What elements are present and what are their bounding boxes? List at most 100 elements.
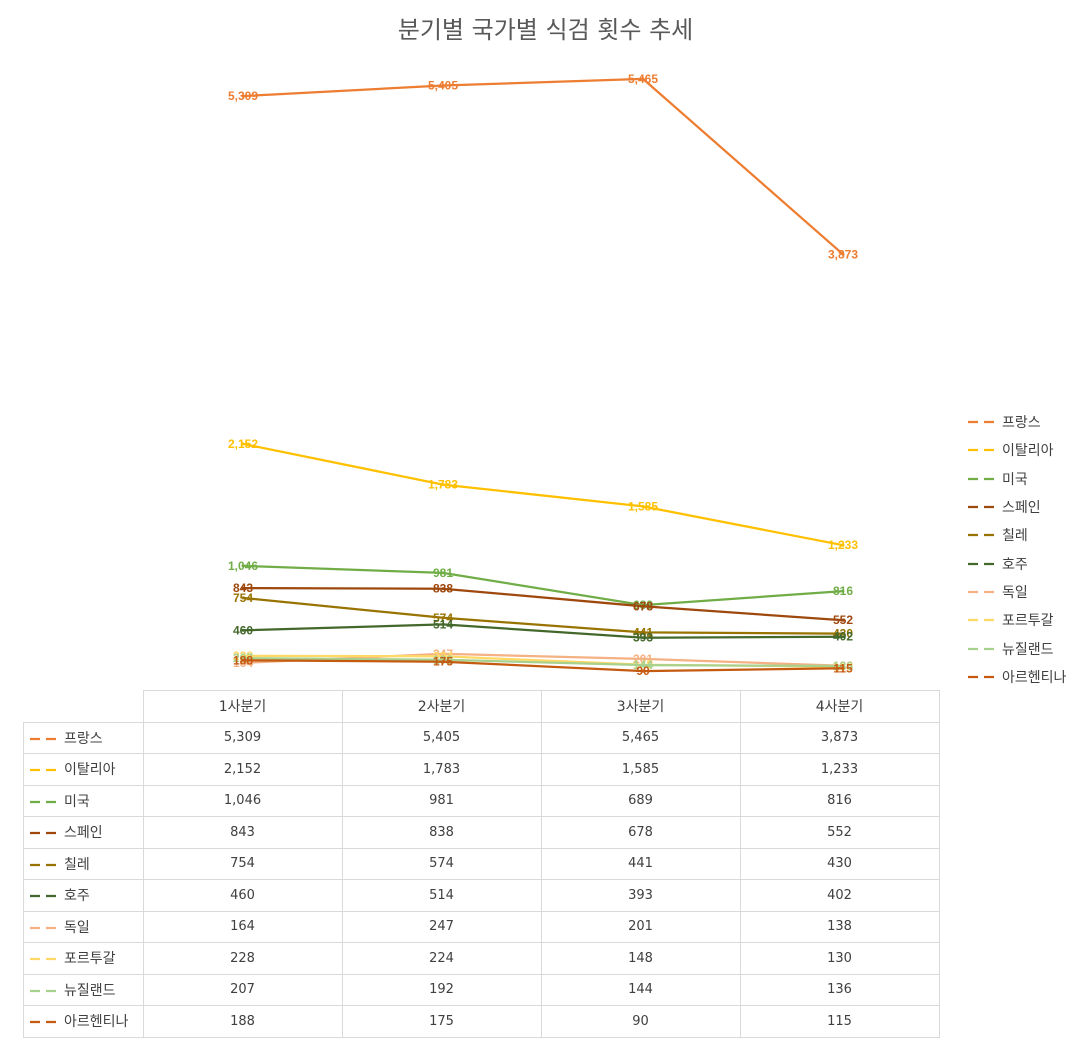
table-row-header: 독일 [23, 910, 144, 943]
data-label: 981 [433, 566, 453, 580]
table-row-label: 뉴질랜드 [64, 982, 116, 999]
table-cell: 678 [540, 816, 741, 849]
legend-swatch [30, 895, 60, 898]
table-row-header: 칠레 [23, 847, 144, 880]
table-row-label: 독일 [64, 919, 90, 936]
data-point [241, 586, 245, 590]
table-cell: 754 [142, 847, 343, 880]
table-cell: 843 [142, 816, 343, 849]
table-cell: 514 [341, 879, 542, 912]
table-cell: 430 [739, 847, 940, 880]
legend-swatch [968, 421, 998, 424]
data-point [441, 654, 445, 658]
data-label: 192 [433, 653, 453, 667]
data-label: 460 [233, 623, 253, 637]
data-point [641, 77, 645, 81]
table-cell: 1,585 [540, 753, 741, 786]
data-point [641, 630, 645, 634]
table-row: 뉴질랜드 207 192 144 136 [23, 973, 940, 1006]
data-point [841, 543, 845, 547]
legend-swatch [968, 675, 998, 678]
legend-item: 칠레 [966, 521, 1088, 549]
table-cell: 838 [341, 816, 542, 849]
table-cell: 402 [739, 879, 940, 912]
data-label: 3,873 [828, 247, 858, 261]
series-line [242, 659, 844, 673]
table-header-row: 1사분기 2사분기 3사분기 4사분기 [23, 690, 940, 723]
table-cell: 460 [142, 879, 343, 912]
data-point [441, 483, 445, 487]
legend-swatch [30, 769, 60, 772]
legend-swatch [30, 737, 60, 740]
series-line [242, 77, 844, 256]
data-point [441, 587, 445, 591]
data-label: 514 [433, 617, 453, 631]
data-label: 1,233 [828, 538, 858, 552]
table-cell: 175 [341, 1005, 542, 1038]
table-cell: 90 [540, 1005, 741, 1038]
data-point [241, 94, 245, 98]
table-cell: 574 [341, 847, 542, 880]
table-cell: 144 [540, 973, 741, 1006]
legend-label: 호주 [1002, 556, 1028, 573]
table-cell: 1,783 [341, 753, 542, 786]
series-line [242, 657, 844, 668]
table-row-header: 호주 [23, 879, 144, 912]
legend-swatch [968, 619, 998, 622]
legend-swatch [968, 449, 998, 452]
data-point [241, 628, 245, 632]
legend-item: 미국 [966, 465, 1088, 493]
table-cell: 5,309 [142, 721, 343, 754]
data-point [241, 564, 245, 568]
legend-item: 포르투갈 [966, 606, 1088, 634]
data-point [241, 654, 245, 658]
table-cell: 207 [142, 973, 343, 1006]
table-cell: 136 [739, 973, 940, 1006]
table-row-header: 뉴질랜드 [23, 973, 144, 1006]
table-cell: 115 [739, 1005, 940, 1038]
table-cell: 188 [142, 1005, 343, 1038]
table-cell: 5,465 [540, 721, 741, 754]
series-2: 2,152 1,783 1,585 1,233 [228, 437, 858, 552]
data-point [841, 589, 845, 593]
table-row-header: 이탈리아 [23, 753, 144, 786]
data-table: 1사분기 2사분기 3사분기 4사분기 프랑스 5,309 5,405 5,465 3,873… [23, 690, 940, 1038]
legend-label: 아르헨티나 [1002, 669, 1067, 686]
legend-item: 프랑스 [966, 408, 1088, 436]
data-label: 552 [833, 613, 853, 627]
series-line [242, 623, 844, 639]
data-point [241, 596, 245, 600]
table-row: 칠레 754 574 441 430 [23, 847, 940, 880]
data-point [641, 663, 645, 667]
line-chart: 5,309 5,405 5,465 3,873 2,152 1,783 1,585 1,233… [228, 72, 858, 678]
legend-label: 뉴질랜드 [1002, 641, 1054, 658]
data-label: 678 [633, 599, 653, 613]
data-label: 136 [833, 659, 853, 673]
table-cell: 552 [739, 816, 940, 849]
table-cell: 689 [540, 784, 741, 817]
table-corner [23, 690, 144, 723]
legend-swatch [968, 505, 998, 509]
table-cell: 192 [341, 973, 542, 1006]
table-header-cell: 1사분기 [142, 690, 343, 723]
data-label: 201 [633, 652, 653, 666]
legend: 프랑스 이탈리아 미국 스페인 칠레 호주 독일 포르투갈 뉴질랜드 아르헨티나 [966, 408, 1088, 691]
table-cell: 2,152 [142, 753, 343, 786]
data-label: 5,309 [228, 89, 258, 103]
legend-item: 아르헨티나 [966, 663, 1088, 691]
table-cell: 441 [540, 847, 741, 880]
series-line [242, 586, 844, 622]
data-label: 5,405 [428, 79, 458, 93]
data-point [441, 571, 445, 575]
legend-label: 스페인 [1002, 500, 1041, 517]
data-point [841, 666, 845, 670]
data-label: 1,585 [628, 499, 658, 513]
table-header-cell: 3사분기 [540, 690, 741, 723]
data-label: 754 [233, 591, 253, 605]
data-label: 90 [636, 664, 650, 678]
data-point [841, 635, 845, 639]
table-row-header: 스페인 [23, 816, 144, 849]
data-point [241, 661, 245, 665]
